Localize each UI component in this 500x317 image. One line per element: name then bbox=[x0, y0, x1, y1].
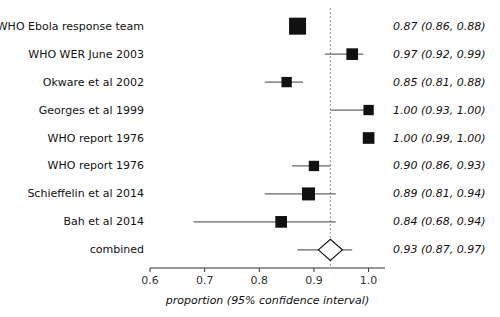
ci-line bbox=[330, 109, 368, 110]
study-label: WHO Ebola response team bbox=[0, 20, 144, 33]
tick-label: 0.8 bbox=[251, 274, 269, 287]
tick bbox=[204, 268, 205, 272]
ci-line bbox=[265, 193, 336, 194]
tick-label: 0.9 bbox=[305, 274, 323, 287]
ci-text: 1.00 (0.93, 1.00) bbox=[393, 104, 486, 117]
axis-line bbox=[150, 268, 385, 269]
labels: WHO Ebola response team 0.87 (0.86, 0.88)… bbox=[0, 20, 486, 257]
study-label: Georges et al 1999 bbox=[39, 104, 144, 117]
ci-text: 0.90 (0.86, 0.93) bbox=[393, 159, 486, 172]
x-label: proportion (95% confidence interval) bbox=[165, 294, 369, 307]
tick-label: 1.0 bbox=[360, 274, 378, 287]
study-label: WHO report 1976 bbox=[48, 132, 144, 145]
tick bbox=[150, 268, 151, 272]
study-box bbox=[363, 105, 373, 115]
tick bbox=[259, 268, 260, 272]
study-box bbox=[302, 187, 315, 200]
ci-text: 0.87 (0.86, 0.88) bbox=[393, 20, 486, 33]
pooled-diamond bbox=[318, 239, 342, 260]
tick-label: 0.7 bbox=[196, 274, 214, 287]
study-label: Schieffelin et al 2014 bbox=[27, 187, 144, 200]
x-axis: 0.6 0.7 0.8 0.9 1.0 proportion (95% confidenc… bbox=[141, 268, 385, 307]
study-box bbox=[289, 18, 306, 35]
ci-text: 0.93 (0.87, 0.97) bbox=[393, 243, 486, 256]
ci-text: 1.00 (0.99, 1.00) bbox=[393, 132, 486, 145]
study-box bbox=[346, 48, 358, 60]
study-label: Okware et al 2002 bbox=[43, 76, 144, 89]
chart: WHO Ebola response team 0.87 (0.86, 0.88)… bbox=[0, 0, 500, 317]
ci-line bbox=[194, 221, 336, 222]
study-label: Bah et al 2014 bbox=[63, 215, 144, 228]
study-label: WHO report 1976 bbox=[48, 159, 144, 172]
tick-label: 0.6 bbox=[141, 274, 159, 287]
reference-line bbox=[330, 8, 331, 268]
tick bbox=[313, 268, 314, 272]
ci-text: 0.85 (0.81, 0.88) bbox=[393, 76, 486, 89]
plot-area bbox=[194, 8, 375, 268]
ci-text: 0.89 (0.81, 0.94) bbox=[393, 187, 486, 200]
study-box bbox=[281, 77, 291, 87]
ci-text: 0.84 (0.68, 0.94) bbox=[393, 215, 486, 228]
tick bbox=[368, 268, 369, 272]
study-box bbox=[275, 216, 287, 228]
study-label: WHO WER June 2003 bbox=[28, 48, 144, 61]
study-box bbox=[363, 132, 375, 144]
ci-text: 0.97 (0.92, 0.99) bbox=[393, 48, 486, 61]
study-box bbox=[309, 161, 319, 171]
page: {"chart_data": {"type": "forest", "categ… bbox=[0, 0, 500, 317]
study-label: combined bbox=[90, 243, 144, 256]
